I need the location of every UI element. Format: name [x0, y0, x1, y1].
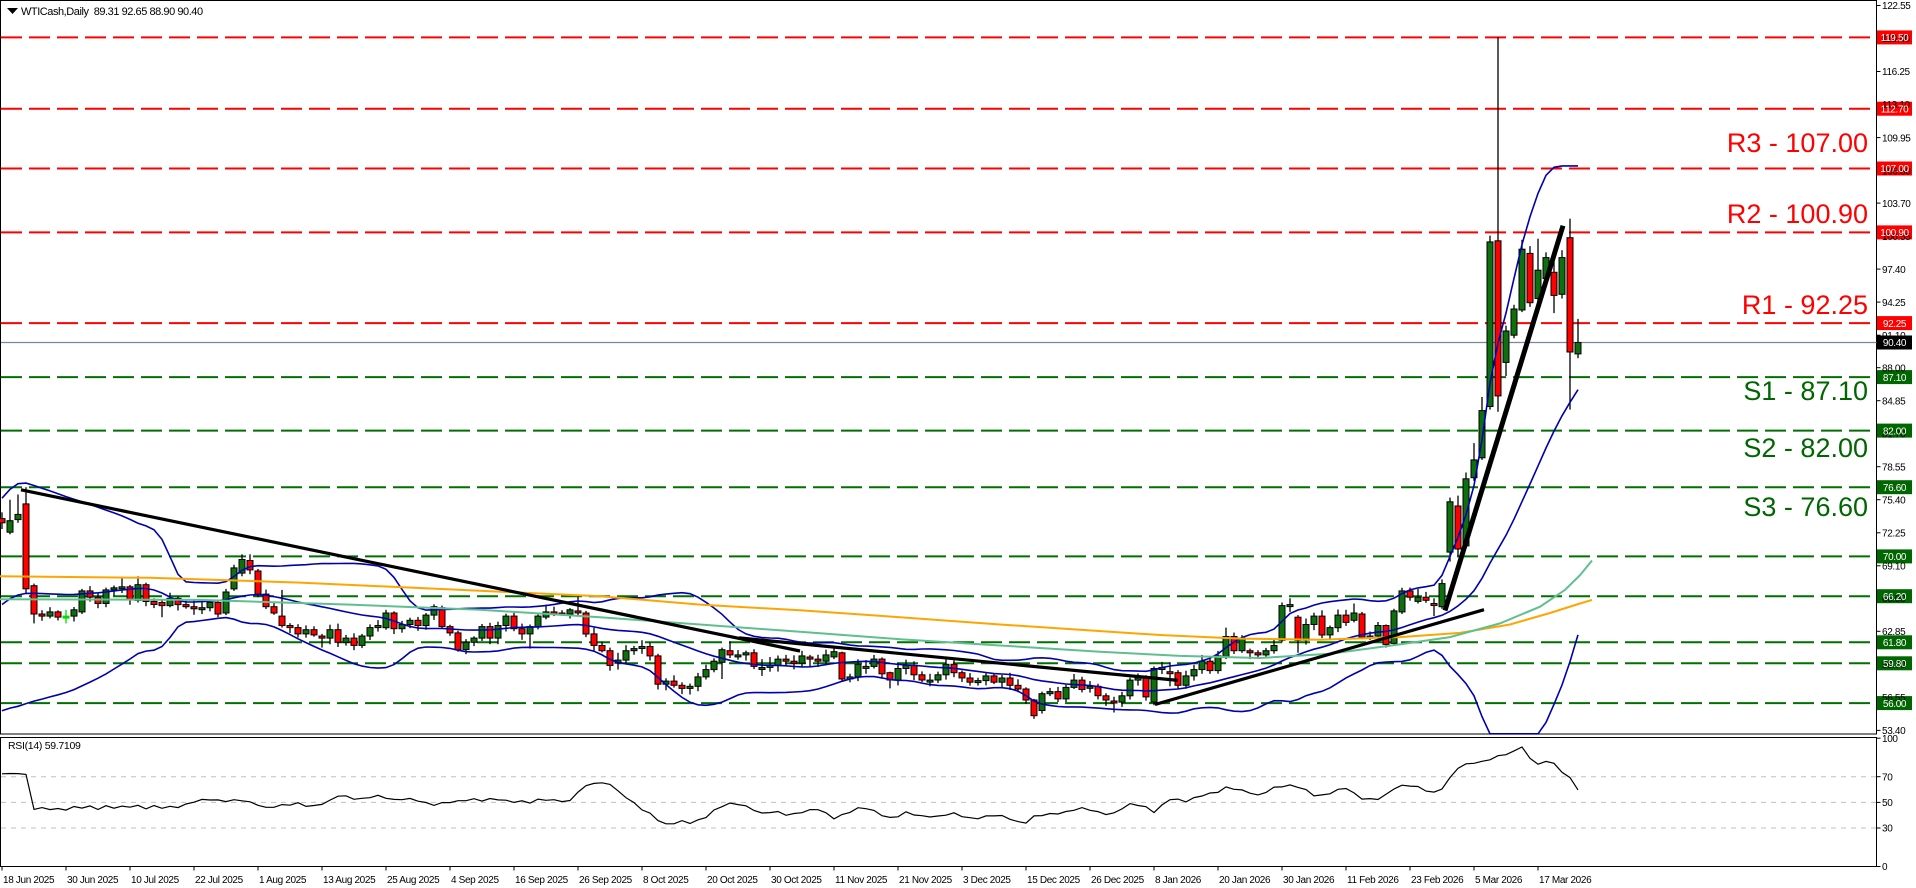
- svg-text:50: 50: [1882, 798, 1893, 809]
- svg-text:WTICash,Daily 89.31 92.65 88.: WTICash,Daily 89.31 92.65 88.90 90.40: [21, 6, 203, 18]
- svg-text:91.10: 91.10: [1882, 331, 1906, 342]
- svg-text:30: 30: [1882, 824, 1893, 835]
- svg-text:16 Sep 2025: 16 Sep 2025: [515, 875, 569, 886]
- svg-text:S3 - 76.60: S3 - 76.60: [1743, 492, 1868, 522]
- svg-text:5 Mar 2026: 5 Mar 2026: [1475, 875, 1523, 886]
- svg-text:53.40: 53.40: [1882, 726, 1906, 737]
- svg-text:8 Jan 2026: 8 Jan 2026: [1155, 875, 1202, 886]
- svg-text:94.25: 94.25: [1882, 298, 1906, 309]
- svg-text:107.00: 107.00: [1880, 164, 1909, 175]
- svg-text:100: 100: [1882, 734, 1898, 745]
- svg-text:69.10: 69.10: [1882, 562, 1906, 573]
- svg-text:13 Aug 2025: 13 Aug 2025: [323, 875, 376, 886]
- svg-text:20 Jan 2026: 20 Jan 2026: [1219, 875, 1271, 886]
- svg-text:10 Jul 2025: 10 Jul 2025: [131, 875, 180, 886]
- svg-text:1 Aug 2025: 1 Aug 2025: [259, 875, 307, 886]
- svg-text:100.55: 100.55: [1882, 232, 1911, 243]
- svg-text:66.00: 66.00: [1882, 594, 1906, 605]
- svg-text:S2 - 82.00: S2 - 82.00: [1743, 433, 1868, 463]
- svg-text:11 Nov 2025: 11 Nov 2025: [835, 875, 888, 886]
- svg-text:92.25: 92.25: [1883, 319, 1907, 330]
- svg-text:82.00: 82.00: [1883, 426, 1907, 437]
- svg-text:113.10: 113.10: [1882, 100, 1911, 111]
- svg-text:R3 - 107.00: R3 - 107.00: [1727, 128, 1868, 158]
- svg-text:20 Oct 2025: 20 Oct 2025: [707, 875, 758, 886]
- svg-text:66.20: 66.20: [1883, 592, 1907, 603]
- svg-text:100.90: 100.90: [1880, 228, 1909, 239]
- svg-text:0: 0: [1882, 862, 1888, 873]
- svg-text:R2 - 100.90: R2 - 100.90: [1727, 199, 1868, 229]
- svg-text:15 Dec 2025: 15 Dec 2025: [1027, 875, 1081, 886]
- svg-text:25 Aug 2025: 25 Aug 2025: [387, 875, 440, 886]
- svg-text:119.50: 119.50: [1881, 33, 1910, 44]
- svg-text:90.40: 90.40: [1883, 338, 1907, 349]
- svg-text:70.00: 70.00: [1883, 552, 1907, 563]
- svg-text:59.80: 59.80: [1883, 659, 1907, 670]
- svg-text:76.60: 76.60: [1883, 483, 1907, 494]
- svg-text:84.85: 84.85: [1882, 396, 1906, 407]
- svg-text:23 Feb 2026: 23 Feb 2026: [1411, 875, 1464, 886]
- svg-text:3 Dec 2025: 3 Dec 2025: [963, 875, 1011, 886]
- svg-text:103.70: 103.70: [1882, 199, 1911, 210]
- svg-text:72.25: 72.25: [1882, 529, 1906, 540]
- svg-text:30 Oct 2025: 30 Oct 2025: [771, 875, 822, 886]
- svg-text:22 Jul 2025: 22 Jul 2025: [195, 875, 244, 886]
- svg-text:122.55: 122.55: [1882, 1, 1911, 12]
- svg-text:81.70: 81.70: [1882, 429, 1906, 440]
- svg-text:56.55: 56.55: [1882, 693, 1906, 704]
- svg-text:17 Mar 2026: 17 Mar 2026: [1539, 875, 1592, 886]
- svg-text:62.85: 62.85: [1882, 627, 1906, 638]
- svg-text:59.70: 59.70: [1882, 660, 1906, 671]
- svg-text:RSI(14) 59.7109: RSI(14) 59.7109: [8, 740, 81, 752]
- svg-text:61.80: 61.80: [1883, 638, 1907, 649]
- svg-text:4 Sep 2025: 4 Sep 2025: [451, 875, 499, 886]
- svg-text:75.40: 75.40: [1882, 495, 1906, 506]
- svg-text:116.25: 116.25: [1882, 67, 1911, 78]
- svg-text:78.55: 78.55: [1882, 462, 1906, 473]
- svg-text:8 Oct 2025: 8 Oct 2025: [643, 875, 689, 886]
- svg-text:109.95: 109.95: [1882, 133, 1911, 144]
- svg-text:56.00: 56.00: [1883, 699, 1907, 710]
- svg-text:26 Sep 2025: 26 Sep 2025: [579, 875, 633, 886]
- svg-text:88.00: 88.00: [1882, 363, 1906, 374]
- svg-text:26 Dec 2025: 26 Dec 2025: [1091, 875, 1145, 886]
- svg-text:106.80: 106.80: [1882, 166, 1911, 177]
- svg-text:R1 - 92.25: R1 - 92.25: [1742, 290, 1868, 320]
- svg-text:21 Nov 2025: 21 Nov 2025: [899, 875, 953, 886]
- svg-text:119.40: 119.40: [1882, 34, 1911, 45]
- svg-text:70: 70: [1882, 772, 1893, 783]
- svg-text:97.40: 97.40: [1882, 265, 1906, 276]
- svg-text:87.10: 87.10: [1883, 373, 1907, 384]
- svg-text:S1 - 87.10: S1 - 87.10: [1743, 376, 1868, 406]
- svg-text:18 Jun 2025: 18 Jun 2025: [3, 875, 55, 886]
- svg-text:30 Jun 2025: 30 Jun 2025: [67, 875, 119, 886]
- svg-text:112.70: 112.70: [1881, 104, 1910, 115]
- svg-text:11 Feb 2026: 11 Feb 2026: [1347, 875, 1399, 886]
- svg-text:30 Jan 2026: 30 Jan 2026: [1283, 875, 1335, 886]
